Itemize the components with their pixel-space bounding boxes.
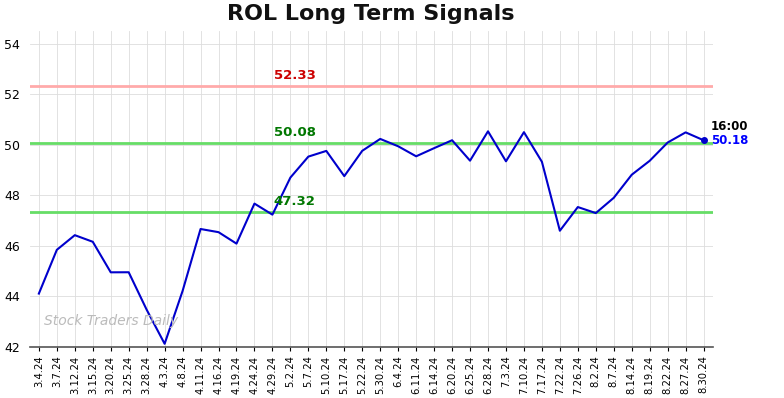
- Text: 50.18: 50.18: [711, 134, 748, 147]
- Text: 52.33: 52.33: [274, 69, 316, 82]
- Title: ROL Long Term Signals: ROL Long Term Signals: [227, 4, 515, 24]
- Text: 47.32: 47.32: [274, 195, 316, 208]
- Text: 16:00: 16:00: [711, 120, 748, 133]
- Text: Stock Traders Daily: Stock Traders Daily: [44, 314, 178, 328]
- Text: 50.08: 50.08: [274, 126, 316, 139]
